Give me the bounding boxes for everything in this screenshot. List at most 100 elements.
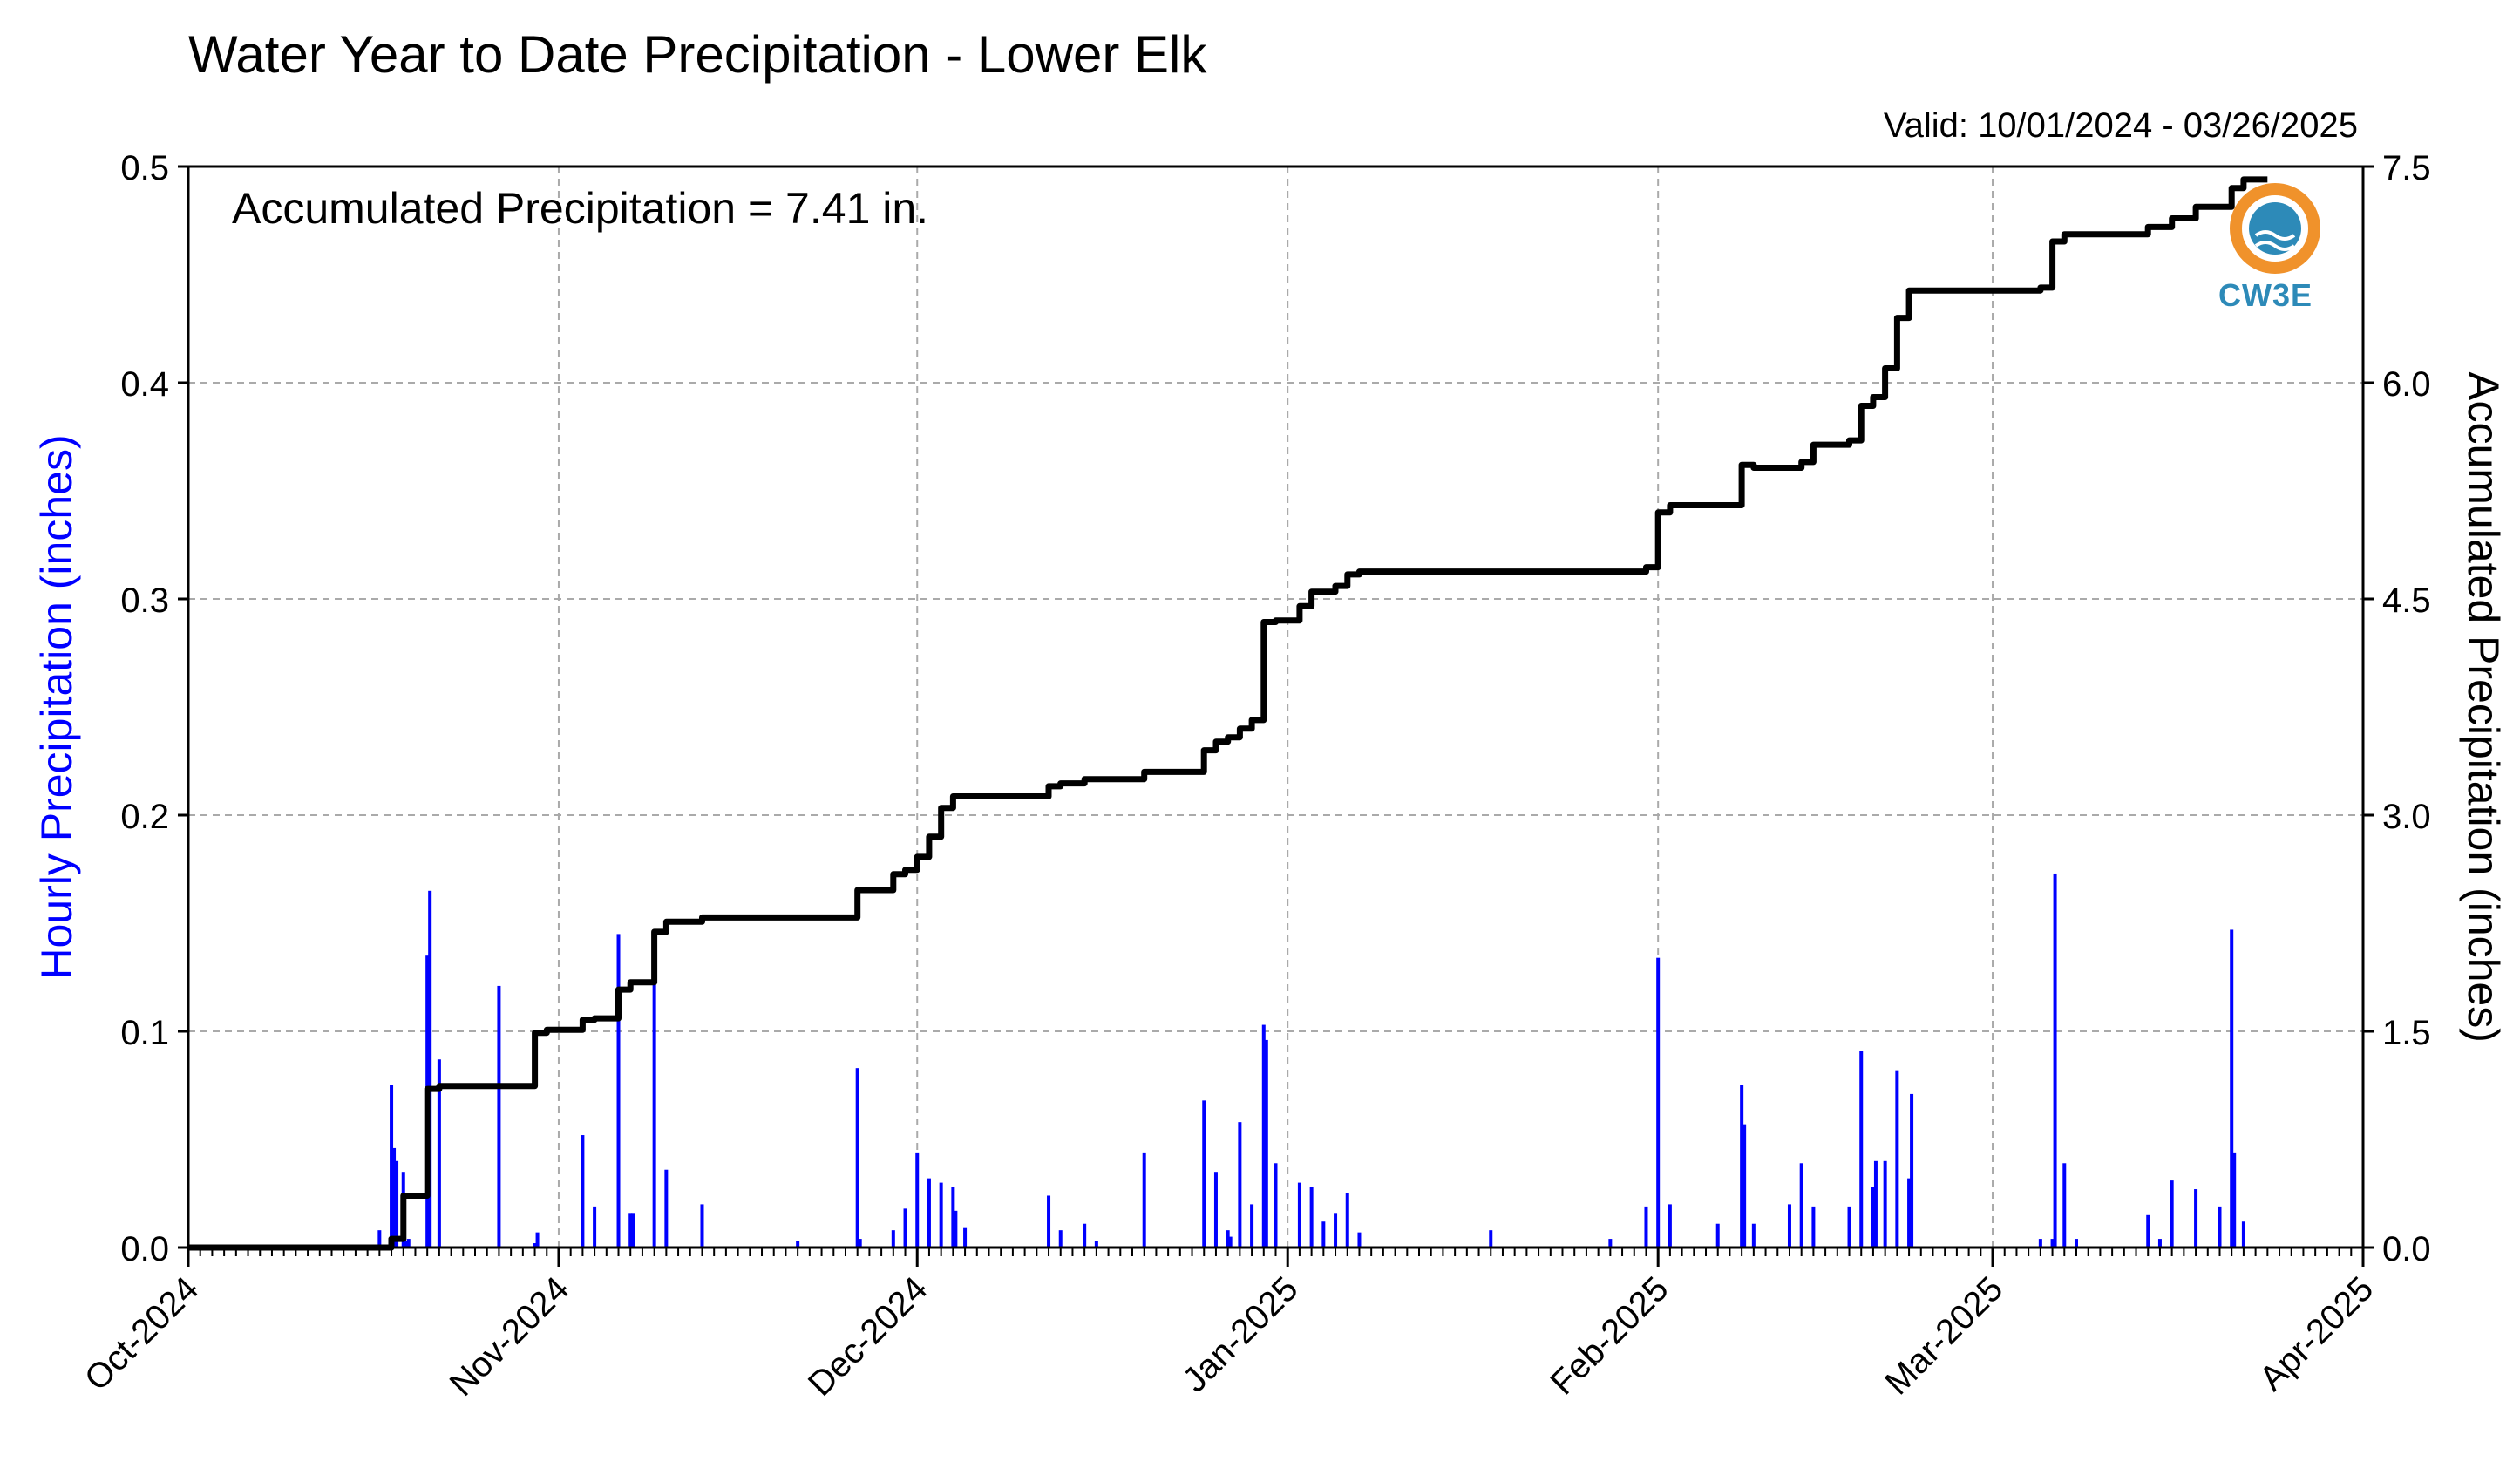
y-axis-left-label: Hourly Precipitation (inches) bbox=[32, 434, 81, 979]
y-right-tick-label: 0.0 bbox=[2382, 1230, 2431, 1268]
hourly-bar bbox=[915, 1152, 920, 1248]
hourly-bar bbox=[963, 1227, 968, 1248]
hourly-bar bbox=[2241, 1221, 2245, 1248]
hourly-bar bbox=[2218, 1206, 2222, 1248]
hourly-bar bbox=[581, 1135, 585, 1248]
hourly-bar bbox=[377, 1230, 382, 1248]
x-tick-label: Dec-2024 bbox=[801, 1269, 935, 1404]
y-axis-left: 0.0 0.1 0.2 0.3 0.4 0.5 bbox=[120, 149, 188, 1268]
hourly-bar bbox=[1489, 1230, 1493, 1248]
hourly-bar bbox=[2074, 1239, 2078, 1248]
hourly-bars bbox=[377, 873, 2245, 1248]
hourly-bar bbox=[1264, 1039, 1268, 1248]
hourly-bar bbox=[2194, 1189, 2198, 1248]
hourly-bar bbox=[1142, 1152, 1146, 1248]
y-left-tick-label: 0.4 bbox=[120, 365, 169, 404]
hourly-bar bbox=[2062, 1163, 2067, 1248]
hourly-bar bbox=[2050, 1239, 2055, 1248]
hourly-bar bbox=[903, 1208, 907, 1248]
accumulated-line bbox=[188, 176, 2268, 1251]
hourly-bar bbox=[2230, 929, 2234, 1248]
hourly-bar bbox=[855, 1068, 859, 1248]
hourly-bar bbox=[628, 1213, 633, 1248]
hourly-bar bbox=[1811, 1206, 1816, 1248]
hourly-bar bbox=[939, 1182, 943, 1248]
hourly-bar bbox=[1787, 1204, 1791, 1248]
x-tick-label: Jan-2025 bbox=[1176, 1269, 1306, 1399]
y-axis-right-label: Accumulated Precipitation (inches) bbox=[2459, 371, 2508, 1043]
hourly-bar bbox=[1715, 1223, 1720, 1248]
hourly-bar bbox=[1094, 1241, 1098, 1248]
grid-lines bbox=[188, 167, 2363, 1248]
hourly-bar bbox=[1907, 1178, 1912, 1248]
logo-ring bbox=[2230, 183, 2320, 274]
hourly-bar bbox=[1309, 1187, 1314, 1248]
hourly-bar bbox=[1058, 1230, 1063, 1248]
hourly-bar bbox=[1859, 1051, 1864, 1248]
hourly-bar bbox=[437, 1059, 441, 1248]
y-left-tick-label: 0.1 bbox=[120, 1014, 169, 1052]
hourly-bar bbox=[1213, 1172, 1218, 1248]
y-left-tick-label: 0.3 bbox=[120, 581, 169, 620]
hourly-bar bbox=[1083, 1223, 1087, 1248]
hourly-bar bbox=[1334, 1213, 1338, 1248]
x-tick-label: Mar-2025 bbox=[1878, 1269, 2010, 1402]
hourly-bar bbox=[1261, 1024, 1266, 1248]
hourly-bar bbox=[497, 985, 501, 1248]
hourly-bar bbox=[1228, 1236, 1233, 1248]
x-tick-label: Apr-2025 bbox=[2252, 1269, 2381, 1397]
hourly-bar bbox=[1895, 1070, 1899, 1248]
hourly-bar bbox=[1910, 1093, 1914, 1248]
hourly-bar bbox=[1274, 1163, 1278, 1248]
y-right-tick-label: 3.0 bbox=[2382, 798, 2431, 836]
hourly-bar bbox=[1751, 1223, 1756, 1248]
chart-subtitle: Valid: 10/01/2024 - 03/26/2025 bbox=[1883, 106, 2358, 145]
hourly-bar bbox=[406, 1239, 411, 1248]
hourly-bar bbox=[2157, 1239, 2162, 1248]
hourly-bar bbox=[1238, 1122, 1242, 1248]
cw3e-logo bbox=[2230, 183, 2320, 274]
hourly-bar bbox=[1297, 1182, 1301, 1248]
x-tick-label: Oct-2024 bbox=[78, 1269, 206, 1397]
hourly-bar bbox=[593, 1206, 597, 1248]
accumulated-annotation: Accumulated Precipitation = 7.41 in. bbox=[232, 184, 929, 233]
hourly-bar bbox=[2053, 873, 2057, 1248]
hourly-bar bbox=[951, 1187, 955, 1248]
hourly-bar bbox=[1871, 1187, 1875, 1248]
hourly-bar bbox=[2038, 1239, 2042, 1248]
hourly-bar bbox=[1873, 1160, 1878, 1248]
y-left-tick-label: 0.0 bbox=[120, 1230, 169, 1268]
hourly-bar bbox=[1644, 1206, 1648, 1248]
y-left-tick-label: 0.5 bbox=[120, 149, 169, 187]
x-axis: Oct-2024 Nov-2024 Dec-2024 Jan-2025 Feb-2025… bbox=[78, 1248, 2381, 1404]
hourly-bar bbox=[1742, 1124, 1747, 1248]
hourly-bar bbox=[1047, 1195, 1051, 1248]
hourly-bar bbox=[954, 1210, 958, 1248]
hourly-bar bbox=[1799, 1163, 1803, 1248]
hourly-bar bbox=[1883, 1160, 1887, 1248]
hourly-bar bbox=[404, 1241, 408, 1248]
logo-wave-icon bbox=[2254, 230, 2296, 251]
logo-text: CW3E bbox=[2218, 277, 2313, 313]
hourly-bar bbox=[533, 1243, 537, 1248]
y-axis-right: 0.0 1.5 3.0 4.5 6.0 7.5 bbox=[2363, 149, 2431, 1268]
hourly-bar bbox=[1226, 1230, 1230, 1248]
hourly-bar bbox=[927, 1178, 931, 1248]
chart-title: Water Year to Date Precipitation - Lower… bbox=[188, 25, 1207, 84]
y-left-tick-label: 0.2 bbox=[120, 798, 169, 836]
hourly-bar bbox=[1321, 1221, 1326, 1248]
hourly-bar bbox=[395, 1160, 399, 1248]
hourly-bar bbox=[535, 1232, 540, 1248]
hourly-bar bbox=[390, 1085, 394, 1248]
hourly-bar bbox=[652, 929, 656, 1248]
hourly-bar bbox=[631, 1213, 635, 1248]
hourly-bar bbox=[1668, 1204, 1672, 1248]
hourly-bar bbox=[1608, 1239, 1613, 1248]
hourly-bar bbox=[1740, 1085, 1744, 1248]
hourly-bar bbox=[891, 1230, 895, 1248]
hourly-bar bbox=[1357, 1232, 1362, 1248]
hourly-bar bbox=[858, 1239, 862, 1248]
hourly-bar bbox=[1656, 957, 1661, 1248]
hourly-bar bbox=[2170, 1180, 2174, 1248]
